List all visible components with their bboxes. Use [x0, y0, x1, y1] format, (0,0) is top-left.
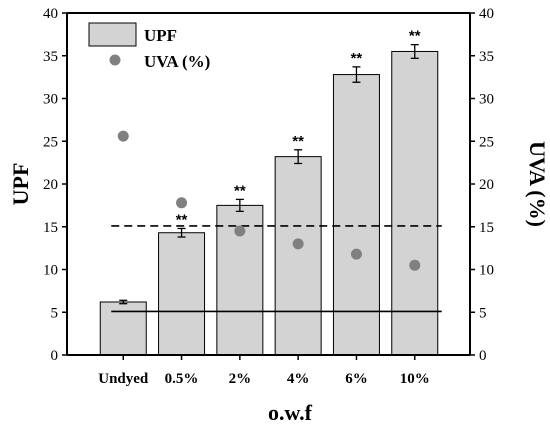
x-tick-label: Undyed: [98, 371, 149, 387]
upf-bar: [99, 301, 147, 356]
y-tick-label-left: 30: [43, 92, 58, 108]
significance-label: **: [234, 182, 246, 199]
uva-point: [176, 197, 188, 209]
legend-point-marker: [109, 54, 121, 66]
reference-lines-layer: [111, 225, 442, 313]
y-tick-label-left: 25: [43, 134, 58, 150]
points-layer: [117, 130, 421, 271]
y-axis-title-right: UVA (%): [525, 141, 550, 227]
y-tick-label-right: 30: [479, 92, 494, 108]
legend-bar-swatch: [88, 22, 137, 47]
y-tick-label-right: 20: [479, 177, 494, 193]
uva-point: [292, 238, 304, 250]
y-tick-label-right: 15: [479, 220, 494, 236]
y-tick-label-left: 10: [43, 263, 58, 279]
y-tick-label-right: 5: [479, 305, 487, 321]
significance-label: **: [176, 211, 188, 228]
y-tick-label-left: 0: [51, 348, 59, 364]
significance-label: **: [409, 28, 421, 45]
x-tick-label: 0.5%: [165, 371, 199, 387]
y-tick-label-left: 40: [43, 6, 58, 22]
y-tick-label-left: 5: [51, 305, 59, 321]
upf-bar: [391, 50, 439, 356]
x-tick-label: 10%: [400, 371, 430, 387]
legend-label-uva: UVA (%): [144, 52, 210, 71]
uva-point: [409, 259, 421, 271]
y-tick-label-right: 0: [479, 348, 487, 364]
y-tick-label-left: 35: [43, 49, 58, 65]
bars-layer: ** ** ** ** **: [99, 28, 439, 356]
y-axis-title-left: UPF: [8, 163, 33, 206]
legend-label-upf: UPF: [144, 26, 177, 45]
y-tick-label-left: 15: [43, 220, 58, 236]
upf-bar: [158, 232, 206, 356]
y-tick-label-right: 25: [479, 134, 494, 150]
x-tick-label: 6%: [345, 371, 368, 387]
uva-point: [117, 130, 129, 142]
uva-point: [234, 225, 246, 237]
y-tick-label-right: 10: [479, 263, 494, 279]
upf-bar: [274, 156, 322, 356]
significance-label: **: [351, 50, 363, 67]
x-axis-title: o.w.f: [268, 400, 313, 425]
y-tick-label-left: 20: [43, 177, 58, 193]
y-tick-label-right: 40: [479, 6, 494, 22]
legend: UPF UVA (%): [88, 22, 210, 71]
x-tick-label: 4%: [287, 371, 310, 387]
uva-point: [350, 248, 362, 260]
y-tick-label-right: 35: [479, 49, 494, 65]
ticks-layer: 0 0 5 5 10 10 15 15 20 20 25 25 30 30 35 35 40 40 Undyed 0.…: [43, 6, 494, 387]
upf-bar: [332, 74, 380, 356]
significance-label: **: [292, 133, 304, 150]
x-tick-label: 2%: [229, 371, 252, 387]
